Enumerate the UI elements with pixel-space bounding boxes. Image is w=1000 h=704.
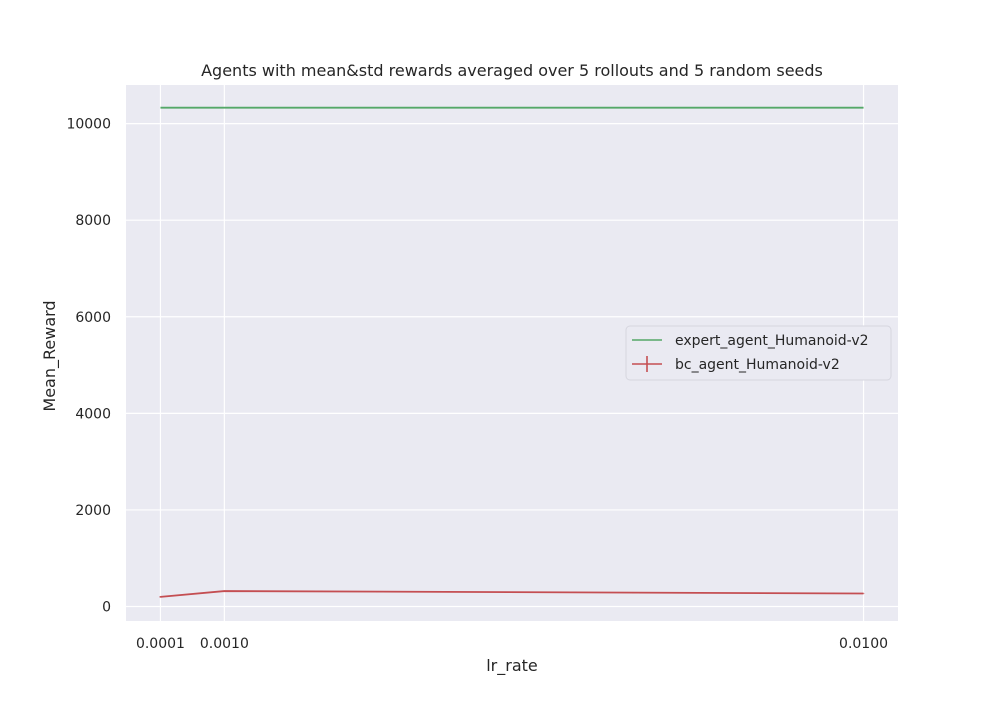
y-tick-label: 0 bbox=[102, 600, 111, 616]
x-tick-labels: 0.0001 0.0010 0.0100 bbox=[136, 636, 888, 652]
legend: expert_agent_Humanoid-v2 bc_agent_Humano… bbox=[625, 325, 892, 381]
legend-box bbox=[625, 325, 892, 381]
x-tick-label: 0.0100 bbox=[839, 636, 888, 652]
y-tick-label: 8000 bbox=[75, 213, 111, 229]
y-tick-labels: 0 2000 4000 6000 8000 10000 bbox=[66, 117, 111, 616]
legend-label-expert: expert_agent_Humanoid-v2 bbox=[675, 333, 869, 349]
legend-label-bc: bc_agent_Humanoid-v2 bbox=[675, 357, 840, 373]
chart-title: Agents with mean&std rewards averaged ov… bbox=[201, 61, 823, 80]
x-axis-label: lr_rate bbox=[486, 656, 538, 676]
y-axis-label: Mean_Reward bbox=[40, 300, 60, 411]
y-tick-label: 2000 bbox=[75, 503, 111, 519]
x-tick-label: 0.0001 bbox=[136, 636, 185, 652]
grid-lines bbox=[126, 85, 898, 621]
series-group bbox=[159, 106, 865, 598]
y-tick-label: 10000 bbox=[66, 117, 111, 133]
y-tick-label: 4000 bbox=[75, 406, 111, 422]
x-tick-label: 0.0010 bbox=[200, 636, 249, 652]
y-tick-label: 6000 bbox=[75, 310, 111, 326]
